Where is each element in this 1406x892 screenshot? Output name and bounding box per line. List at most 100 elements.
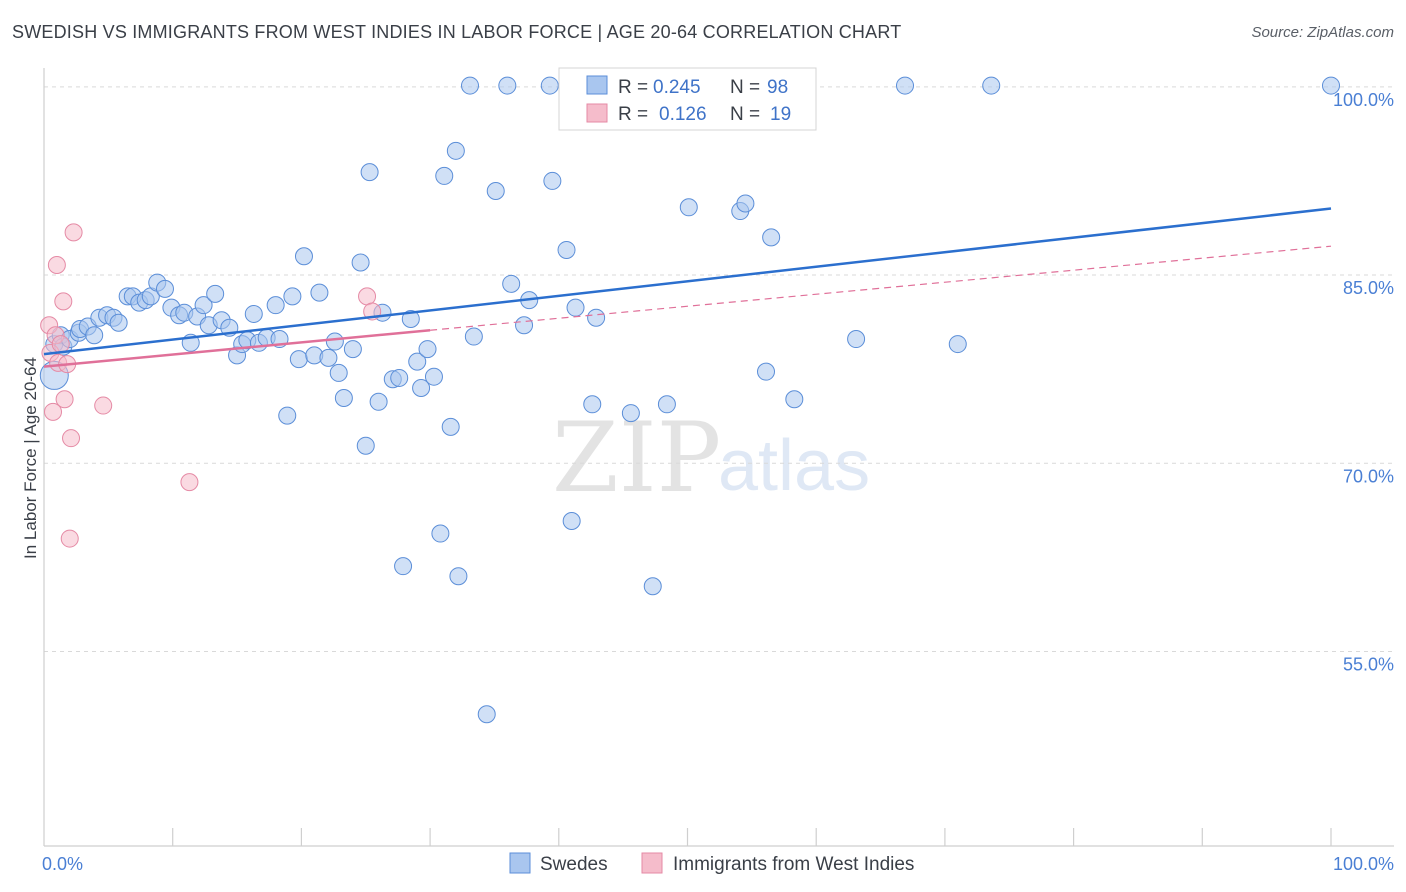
y-tick-label: 55.0%	[1343, 655, 1394, 675]
point-west-indies	[54, 292, 73, 311]
point-west-indies	[358, 287, 377, 306]
point-swedes	[441, 417, 460, 436]
point-swedes	[543, 171, 562, 190]
point-swedes	[1322, 76, 1340, 95]
point-swedes	[418, 340, 437, 359]
point-swedes	[360, 163, 379, 182]
point-west-indies	[62, 429, 81, 448]
point-swedes	[643, 577, 662, 596]
y-tick-label: 100.0%	[1333, 90, 1394, 110]
point-swedes	[587, 308, 606, 327]
point-swedes	[449, 567, 468, 586]
point-swedes	[435, 166, 454, 185]
point-west-indies	[51, 335, 70, 354]
point-swedes	[412, 378, 431, 397]
point-swedes	[283, 287, 302, 306]
point-swedes	[401, 309, 420, 328]
point-swedes	[498, 76, 517, 95]
point-swedes	[736, 194, 755, 213]
point-swedes	[278, 406, 297, 425]
point-swedes	[310, 283, 329, 302]
point-west-indies	[55, 390, 74, 409]
bottom-legend-label-swedes: Swedes	[540, 854, 608, 875]
point-west-indies	[44, 402, 63, 421]
legend-r-label-swedes: R =	[618, 77, 648, 98]
point-swedes	[446, 141, 465, 160]
point-swedes	[757, 362, 776, 381]
bottom-legend-label-west-indies: Immigrants from West Indies	[673, 854, 914, 875]
point-swedes	[896, 76, 915, 95]
point-swedes	[294, 247, 313, 266]
point-swedes	[562, 511, 581, 530]
point-swedes	[657, 395, 676, 414]
correlation-legend: R = 0.245 N = 98 R = 0.126 N = 19	[558, 67, 817, 131]
x-tick-label-min: 0.0%	[42, 854, 83, 874]
point-swedes	[319, 348, 338, 367]
y-axis-title: In Labor Force | Age 20-64	[21, 357, 40, 559]
point-swedes	[266, 296, 285, 315]
point-swedes	[244, 304, 263, 323]
point-swedes	[477, 705, 496, 724]
point-swedes	[785, 390, 804, 409]
point-swedes	[486, 181, 505, 200]
trend-line-west-indies-extension	[430, 245, 1332, 331]
point-swedes	[343, 340, 362, 359]
chart-title: SWEDISH VS IMMIGRANTS FROM WEST INDIES I…	[12, 22, 902, 42]
source-label: Source: ZipAtlas.com	[1251, 24, 1394, 41]
point-swedes	[390, 368, 409, 387]
trend-line-swedes	[43, 207, 1332, 356]
point-swedes	[329, 363, 348, 382]
point-swedes	[194, 296, 213, 315]
point-swedes	[206, 284, 225, 303]
point-swedes	[369, 392, 388, 411]
point-swedes	[394, 557, 413, 576]
point-swedes	[515, 316, 534, 335]
legend-n-value-swedes: 98	[767, 77, 788, 98]
point-swedes	[540, 76, 559, 95]
point-west-indies	[180, 473, 199, 492]
legend-r-label-west-indies: R =	[618, 104, 648, 125]
legend-r-value-swedes: 0.245	[653, 77, 701, 98]
point-swedes	[557, 240, 576, 259]
point-swedes	[109, 313, 128, 332]
point-swedes	[334, 389, 353, 408]
point-west-indies	[94, 396, 113, 415]
x-axis-ticks	[172, 828, 1332, 846]
point-swedes	[351, 253, 370, 272]
point-swedes	[502, 274, 521, 293]
trend-line-west-indies	[43, 329, 431, 368]
point-swedes	[679, 198, 698, 217]
watermark-atlas: atlas	[718, 426, 870, 506]
point-swedes	[621, 404, 640, 423]
legend-n-value-west-indies: 19	[770, 104, 791, 125]
point-swedes	[847, 330, 866, 349]
bottom-legend-swatch-west-indies	[641, 852, 663, 874]
watermark-zip: ZIP	[552, 402, 721, 514]
point-swedes	[464, 327, 483, 346]
point-swedes	[356, 436, 375, 455]
bottom-legend-swatch-swedes	[509, 852, 531, 874]
point-swedes	[762, 228, 781, 247]
legend-swatch-west-indies	[586, 103, 608, 123]
point-west-indies	[64, 223, 83, 242]
legend-r-value-west-indies: 0.126	[659, 104, 707, 125]
point-swedes	[155, 279, 174, 298]
point-swedes	[85, 326, 104, 345]
y-tick-label: 70.0%	[1343, 466, 1394, 486]
series-legend: Swedes Immigrants from West Indies	[509, 852, 914, 875]
point-swedes	[408, 352, 427, 371]
point-swedes	[325, 332, 344, 351]
gridlines	[44, 86, 1394, 652]
legend-n-label-swedes: N =	[730, 77, 760, 98]
trend-lines	[43, 207, 1332, 368]
point-west-indies	[60, 529, 79, 548]
point-swedes	[566, 298, 585, 317]
point-swedes	[460, 76, 479, 95]
point-swedes	[431, 524, 450, 543]
y-tick-label: 85.0%	[1343, 278, 1394, 298]
y-tick-labels: 55.0% 70.0% 85.0% 100.0%	[1333, 90, 1394, 675]
point-west-indies	[47, 256, 66, 275]
point-swedes	[982, 76, 1001, 95]
series-west-indies	[40, 223, 382, 548]
